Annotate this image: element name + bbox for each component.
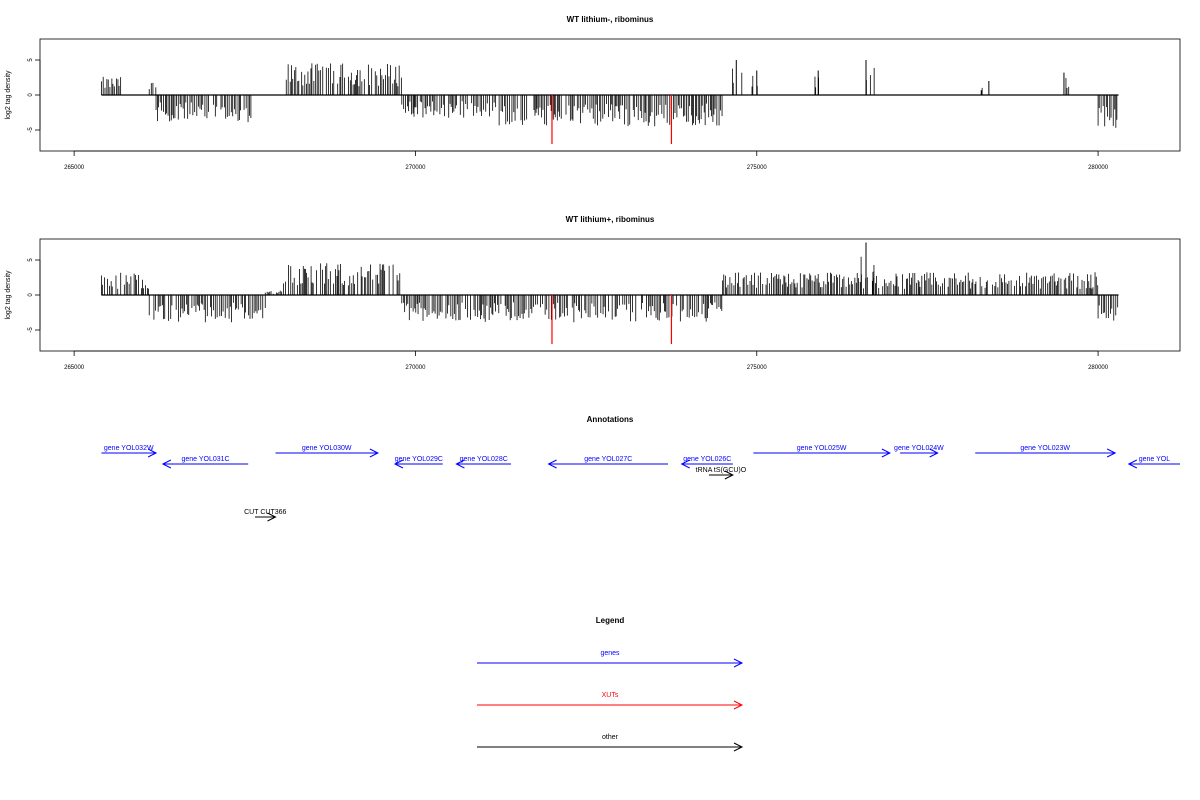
x-tick-label: 270000: [405, 165, 426, 171]
legend-item-xuts: XUTs: [477, 692, 744, 710]
y-tick-label: -5: [28, 127, 34, 133]
y-axis: 5 0 -5: [28, 58, 41, 133]
annotation-genes: gene YOL024W: [894, 445, 944, 458]
arrowhead: [161, 459, 172, 469]
legend-title: Legend: [596, 616, 625, 625]
x-tick-label: 265000: [64, 165, 85, 171]
arrowhead: [680, 459, 690, 469]
arrowhead: [369, 448, 380, 458]
legend-label: other: [602, 734, 619, 741]
annotation-genes: gene YOL026C: [680, 456, 733, 469]
annotation-features: gene YOL032W gene YOL031C gene YOL030W gene…: [101, 445, 1180, 522]
x-tick-label: 280000: [1088, 165, 1109, 171]
legend-arrowhead: [733, 742, 744, 752]
x-tick-label: 275000: [747, 365, 768, 371]
annotation-genes: gene YOL027C: [547, 456, 669, 469]
arrowhead: [929, 448, 939, 458]
feature-label: tRNA tS(GCU)O: [696, 467, 747, 474]
y-tick-label: 0: [28, 93, 34, 97]
feature-label: gene YOL032W: [104, 445, 154, 452]
annotation-genes: gene YOL030W: [275, 445, 380, 458]
feature-label: gene YOL: [1139, 456, 1171, 463]
annotation-other: CUT CUT366: [244, 509, 287, 522]
arrowhead: [547, 459, 557, 469]
x-tick-label: 280000: [1088, 365, 1109, 371]
feature-label: gene YOL031C: [181, 456, 229, 463]
legend-label: XUTs: [602, 692, 619, 699]
annotation-genes: gene YOL031C: [161, 456, 249, 469]
feature-label: gene YOL024W: [894, 445, 944, 452]
feature-label: gene YOL030W: [302, 445, 352, 452]
feature-label: gene YOL029C: [395, 456, 443, 463]
y-tick-label: 5: [28, 58, 34, 62]
legend-panel: Legend genes XUTs other: [477, 616, 744, 752]
annotations-title: Annotations: [587, 415, 634, 424]
x-axis: 265000 270000 275000 280000: [64, 350, 1109, 371]
y-axis-label: log2 tag density: [5, 270, 12, 320]
legend-arrowhead: [733, 700, 744, 710]
annotation-genes: gene YOL028C: [455, 456, 512, 469]
x-tick-label: 270000: [405, 365, 426, 371]
track-panel-lithium-minus: WT lithium-, ribominus log2 tag density …: [5, 15, 1181, 171]
legend-item-other: other: [477, 734, 744, 752]
annotation-genes: gene YOL: [1127, 456, 1180, 469]
arrowhead: [724, 470, 734, 480]
arrowhead: [455, 459, 465, 469]
track-title: WT lithium-, ribominus: [567, 15, 654, 24]
annotation-genes: gene YOL023W: [975, 445, 1117, 458]
feature-label: gene YOL025W: [797, 445, 847, 452]
feature-label: gene YOL028C: [460, 456, 508, 463]
feature-label: CUT CUT366: [244, 509, 286, 516]
annotation-other: tRNA tS(GCU)O: [696, 467, 747, 480]
legend-items: genes XUTs other: [477, 650, 744, 752]
x-axis: 265000 270000 275000 280000: [64, 150, 1109, 171]
annotation-genes: gene YOL029C: [393, 456, 443, 469]
legend-item-genes: genes: [477, 650, 744, 668]
arrowhead: [393, 459, 404, 469]
arrowhead: [267, 512, 277, 522]
y-axis-label: log2 tag density: [5, 70, 12, 120]
bars-group: [101, 60, 1119, 144]
feature-label: gene YOL023W: [1020, 445, 1070, 452]
y-tick-label: 0: [28, 293, 34, 297]
bars-group: [101, 242, 1119, 344]
arrowhead: [1127, 459, 1138, 469]
x-tick-label: 265000: [64, 365, 85, 371]
track-title: WT lithium+, ribominus: [566, 215, 655, 224]
y-axis: 5 0 -5: [28, 258, 41, 333]
arrowhead: [881, 448, 891, 458]
track-panel-lithium-plus: WT lithium+, ribominus log2 tag density …: [5, 215, 1181, 371]
y-tick-label: 5: [28, 258, 34, 262]
annotation-genes: gene YOL025W: [753, 445, 891, 458]
legend-label: genes: [600, 650, 620, 657]
arrowhead: [1106, 448, 1117, 458]
y-tick-label: -5: [28, 327, 34, 333]
x-tick-label: 275000: [747, 165, 768, 171]
legend-arrowhead: [733, 658, 744, 668]
feature-label: gene YOL026C: [683, 456, 731, 463]
feature-label: gene YOL027C: [584, 456, 632, 463]
annotation-genes: gene YOL032W: [101, 445, 158, 458]
arrowhead: [147, 448, 158, 458]
